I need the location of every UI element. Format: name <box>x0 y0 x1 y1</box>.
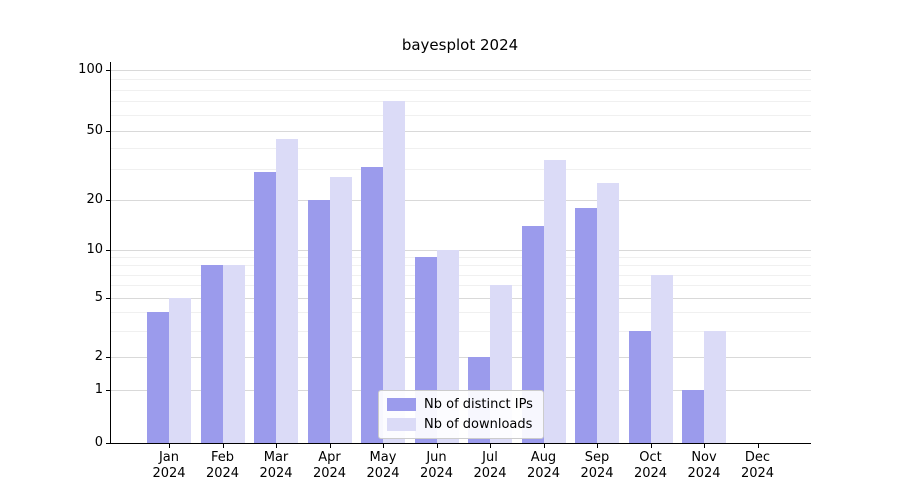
legend-label-downloads: Nb of downloads <box>424 417 533 432</box>
y-tick-mark <box>106 390 110 392</box>
bar-distinct-ips <box>628 330 651 443</box>
x-tick-mark <box>276 444 277 448</box>
legend-label-distinct-ips: Nb of distinct IPs <box>424 397 533 412</box>
x-tick-mark <box>329 444 331 448</box>
gridline-minor <box>111 79 811 81</box>
bar-downloads <box>704 330 726 443</box>
bar-downloads <box>276 138 298 443</box>
chart-title: bayesplot 2024 <box>401 36 519 54</box>
x-tick-mark <box>597 444 598 448</box>
bar-downloads <box>222 265 245 443</box>
gridline-major <box>111 130 811 132</box>
bar-downloads <box>650 274 673 443</box>
gridline-minor <box>111 265 811 267</box>
x-tick-label: Nov 2024 <box>687 450 721 481</box>
bar-downloads <box>543 159 566 443</box>
x-tick-label: Mar 2024 <box>259 450 293 481</box>
y-tick-mark <box>106 443 110 444</box>
gridline-minor <box>111 274 811 276</box>
bar-distinct-ips <box>575 207 597 443</box>
bar-downloads <box>329 177 352 443</box>
bar-distinct-ips <box>147 312 169 443</box>
x-tick-mark <box>383 444 384 448</box>
bar-distinct-ips <box>521 225 544 443</box>
x-tick-label: Jan 2024 <box>152 450 186 481</box>
x-tick-label: Oct 2024 <box>633 450 668 481</box>
bar-downloads <box>597 183 619 443</box>
plot-area: 0 1 2 5 10 20 50 100 Jan 2024 Feb 2024 Mar 2024 Apr 202… <box>78 62 811 481</box>
legend-swatch-downloads <box>387 418 416 431</box>
x-tick-label: Jul 2024 <box>473 450 507 481</box>
x-tick-label: Feb 2024 <box>205 450 240 481</box>
gridline-minor <box>111 330 811 332</box>
x-tick-label: Sep 2024 <box>580 450 614 481</box>
x-tick-mark <box>490 444 491 448</box>
x-tick-mark <box>704 444 705 448</box>
gridline-minor <box>111 169 811 171</box>
x-tick-label: Apr 2024 <box>312 450 347 481</box>
gridline-major <box>111 356 811 358</box>
y-tick-label: 0 <box>94 435 103 450</box>
x-tick-label: May 2024 <box>366 450 400 481</box>
gridline-major <box>111 249 811 251</box>
x-tick-label: Jun 2024 <box>419 450 454 481</box>
bar-distinct-ips <box>254 171 276 443</box>
legend: Nb of distinct IPs Nb of downloads <box>378 390 544 439</box>
gridline-minor <box>111 101 811 103</box>
gridline-major <box>111 297 811 299</box>
y-tick-mark <box>106 199 110 201</box>
y-tick-label: 10 <box>86 241 103 257</box>
x-tick-mark <box>543 444 545 448</box>
gridline-minor <box>111 114 811 116</box>
gridline-major <box>111 199 811 201</box>
x-tick-mark <box>222 444 224 448</box>
y-tick-label: 1 <box>94 382 103 398</box>
gridline-major <box>111 70 811 71</box>
gridline-minor <box>111 312 811 314</box>
y-tick-label: 2 <box>94 348 103 364</box>
y-tick-label: 20 <box>86 191 103 207</box>
x-tick-label: Aug 2024 <box>526 450 561 481</box>
bar-downloads <box>383 101 405 443</box>
bar-downloads <box>169 297 191 443</box>
x-tick-mark <box>650 444 652 448</box>
y-tick-mark <box>106 70 110 71</box>
legend-item-distinct-ips: Nb of distinct IPs <box>387 397 533 412</box>
y-tick-label: 5 <box>94 289 103 305</box>
y-tick-label: 100 <box>78 62 103 77</box>
gridline-minor <box>111 147 811 149</box>
gridline-minor <box>111 89 811 91</box>
bar-distinct-ips <box>200 265 223 443</box>
y-tick-mark <box>106 249 110 251</box>
legend-item-downloads: Nb of downloads <box>387 417 533 432</box>
y-tick-mark <box>106 356 110 358</box>
y-tick-label: 50 <box>86 122 103 138</box>
x-tick-mark <box>757 444 759 448</box>
bar-distinct-ips <box>682 390 704 443</box>
y-tick-mark <box>106 130 110 132</box>
x-tick-mark <box>169 444 170 448</box>
legend-swatch-distinct-ips <box>387 398 416 411</box>
bar-distinct-ips <box>307 199 330 443</box>
y-tick-mark <box>106 297 110 299</box>
bar-distinct-ips <box>361 166 383 443</box>
gridline-minor <box>111 285 811 287</box>
x-tick-mark <box>436 444 438 448</box>
gridline-minor <box>111 257 811 259</box>
x-tick-label: Dec 2024 <box>740 450 775 481</box>
